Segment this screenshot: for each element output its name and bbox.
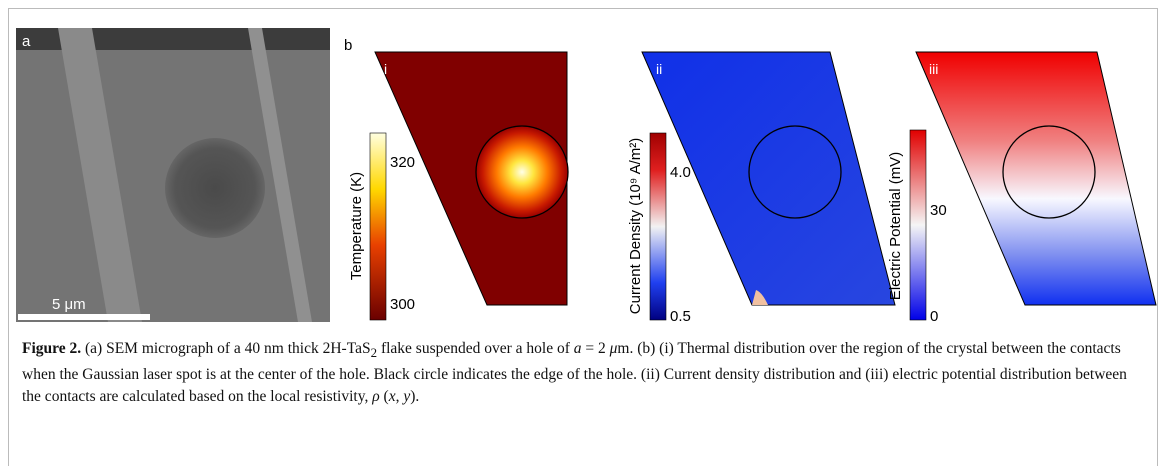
- hole-outline: [748, 125, 842, 219]
- colorbar-tick: 320: [390, 154, 415, 171]
- figure-frame: [8, 8, 1158, 466]
- panel-label: a: [22, 33, 31, 50]
- colorbar-title: Current Density (10⁹ A/m²): [627, 138, 644, 314]
- caption-text: = 2: [581, 340, 610, 357]
- hole-outline: [475, 125, 569, 219]
- current-map: [641, 51, 896, 306]
- colorbar-tick: 0: [930, 308, 938, 325]
- scale-bar: [18, 314, 150, 320]
- caption-math: μ: [609, 340, 618, 357]
- caption-math: ρ: [372, 388, 380, 406]
- colorbar-tick: 30: [930, 202, 947, 219]
- panel-label: b: [344, 37, 352, 54]
- colorbar-tick: 300: [390, 296, 415, 313]
- sem-edge: [58, 28, 142, 322]
- caption-text: ,: [395, 388, 404, 406]
- sem-edge: [248, 28, 312, 322]
- colorbar-tick: 4.0: [670, 164, 691, 181]
- colorbar-title: Temperature (K): [348, 172, 365, 280]
- subpanel-label: iii: [929, 61, 938, 77]
- caption-label: Figure 2.: [22, 340, 82, 357]
- colorbar: [909, 129, 927, 321]
- colorbar: [649, 132, 667, 321]
- current-hotspot: [752, 290, 768, 305]
- colorbar-tick: 0.5: [670, 308, 691, 325]
- caption-text: 2: [370, 345, 378, 361]
- caption-text: (: [379, 388, 389, 406]
- caption-text: (a) SEM micrograph of a 40 nm thick 2H-T…: [81, 340, 371, 357]
- caption-text: ).: [410, 388, 420, 406]
- caption-math: a: [573, 340, 582, 357]
- caption: Figure 2. (a) SEM micrograph of a 40 nm …: [22, 338, 1147, 408]
- colorbar: [369, 132, 387, 321]
- caption-text: flake suspended over a hole of: [377, 340, 574, 357]
- subpanel-label: i: [384, 61, 387, 77]
- subpanel-label: ii: [656, 61, 662, 77]
- sem-hole: [165, 138, 265, 238]
- temperature-map: [374, 51, 568, 306]
- potential-map: [915, 51, 1157, 306]
- figure-graphics: a 5 μm b i 320 300 Temperature (K) ii 4.…: [16, 28, 1157, 325]
- scale-bar-label: 5 μm: [52, 296, 86, 313]
- caption-math: x: [388, 388, 396, 406]
- caption-text: m. (b) (i) Thermal distribution over the…: [22, 340, 1127, 406]
- colorbar-title: Electric Potential (mV): [887, 152, 904, 300]
- hole-outline: [1002, 125, 1096, 219]
- caption-math: y: [403, 388, 411, 406]
